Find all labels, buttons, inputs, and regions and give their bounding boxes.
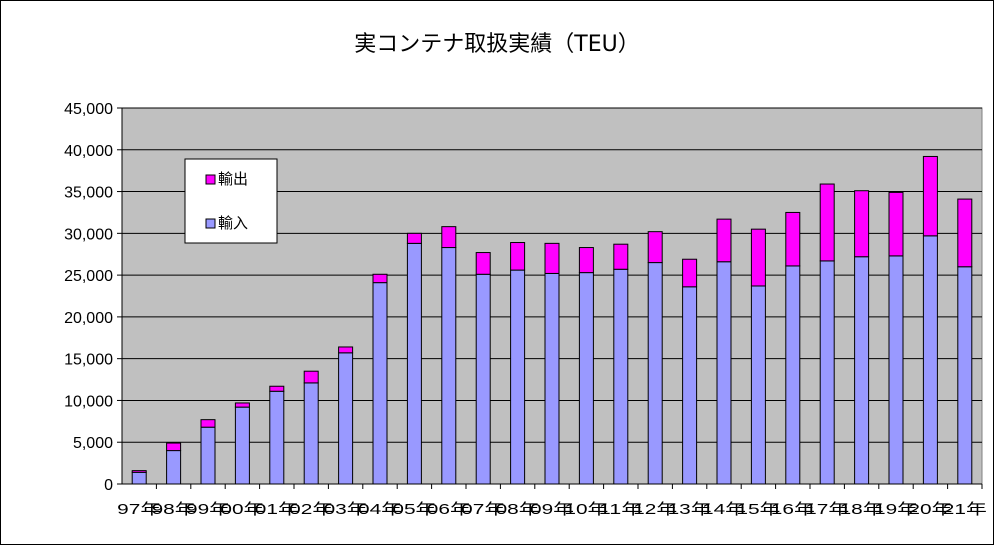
x-tick-label: 06年 xyxy=(427,501,471,518)
bar-import xyxy=(372,282,388,485)
x-axis: 97年98年99年00年01年02年03年04年05年06年07年08年09年1… xyxy=(117,483,987,518)
bar-export xyxy=(372,273,388,284)
y-tick-label: 25,000 xyxy=(64,268,113,285)
legend-label-export: 輸出 xyxy=(218,170,248,188)
bar-import xyxy=(131,471,147,485)
y-tick-label: 20,000 xyxy=(64,310,113,327)
bar-export xyxy=(682,258,698,288)
x-tick-label: 12年 xyxy=(633,501,677,518)
bar-import xyxy=(682,286,698,485)
x-tick-label: 20年 xyxy=(908,501,952,518)
bar-import xyxy=(200,426,216,485)
x-tick-label: 21年 xyxy=(943,501,987,518)
bar-export xyxy=(957,198,973,268)
bar-export xyxy=(200,419,216,428)
bar-import xyxy=(578,272,594,485)
x-tick-label: 05年 xyxy=(392,501,436,518)
legend-label-import: 輸入 xyxy=(218,214,248,232)
bar-export xyxy=(647,231,663,264)
bar-export xyxy=(785,211,801,267)
x-tick-label: 19年 xyxy=(874,501,918,518)
bar-import xyxy=(750,285,766,485)
legend-swatch-import xyxy=(205,218,216,229)
bar-export xyxy=(510,242,526,271)
bar-export xyxy=(475,252,491,275)
x-tick-label: 04年 xyxy=(358,501,402,518)
x-tick-label: 18年 xyxy=(840,501,884,518)
x-tick-label: 01年 xyxy=(255,501,299,518)
x-tick-label: 03年 xyxy=(324,501,368,518)
bar-import xyxy=(166,450,182,485)
bar-import xyxy=(406,242,422,485)
bar-export xyxy=(234,402,250,408)
x-tick-label: 00年 xyxy=(220,501,264,518)
bar-export xyxy=(578,247,594,274)
x-tick-label: 15年 xyxy=(736,501,780,518)
x-tick-label: 08年 xyxy=(496,501,540,518)
bar-export xyxy=(854,190,870,258)
bar-export xyxy=(888,191,904,257)
bar-import xyxy=(888,255,904,485)
bar-export xyxy=(544,242,560,274)
bar-import xyxy=(510,269,526,485)
y-axis: 0 5,000 10,000 15,000 20,000 25,000 30,000 35,0… xyxy=(64,101,123,494)
x-tick-label: 97年 xyxy=(117,501,161,518)
bar-export xyxy=(269,385,285,392)
x-tick-label: 11年 xyxy=(599,501,643,518)
x-tick-label: 07年 xyxy=(461,501,505,518)
x-tick-label: 10年 xyxy=(564,501,608,518)
bar-import xyxy=(819,260,835,485)
bar-import xyxy=(922,235,938,485)
bar-export xyxy=(716,218,732,263)
bar-export xyxy=(922,155,938,237)
y-tick-label: 15,000 xyxy=(64,352,113,369)
bars-group xyxy=(131,155,973,485)
legend-box xyxy=(184,158,278,244)
y-tick-label: 0 xyxy=(104,477,113,494)
x-tick-label: 13年 xyxy=(668,501,712,518)
bar-import xyxy=(785,265,801,485)
bar-export xyxy=(338,346,354,354)
y-tick-label: 10,000 xyxy=(64,393,113,410)
y-tick-label: 40,000 xyxy=(64,143,113,160)
y-tick-label: 30,000 xyxy=(64,226,113,243)
bar-import xyxy=(544,272,560,485)
x-tick-label: 16年 xyxy=(771,501,815,518)
bar-export xyxy=(303,370,319,384)
legend: 輸出 輸入 xyxy=(184,158,278,244)
grid-lines xyxy=(122,107,982,443)
x-tick-label: 17年 xyxy=(805,501,849,518)
y-tick-label: 5,000 xyxy=(73,435,113,452)
y-tick-label: 45,000 xyxy=(64,101,113,118)
bar-import xyxy=(716,261,732,485)
legend-swatch-export xyxy=(205,174,216,185)
y-tick-label: 35,000 xyxy=(64,185,113,202)
bar-import xyxy=(854,256,870,485)
x-tick-label: 14年 xyxy=(702,501,746,518)
x-tick-label: 98年 xyxy=(152,501,196,518)
bar-import xyxy=(613,268,629,485)
x-tick-label: 09年 xyxy=(530,501,574,518)
x-tick-label: 02年 xyxy=(289,501,333,518)
bar-export xyxy=(166,442,182,452)
bar-export xyxy=(406,232,422,244)
bar-import xyxy=(303,382,319,485)
bar-export xyxy=(750,228,766,287)
chart-title: 実コンテナ取扱実績（TEU） xyxy=(354,32,639,57)
x-tick-label: 99年 xyxy=(186,501,230,518)
bar-export xyxy=(441,226,457,249)
bar-import xyxy=(957,266,973,485)
bar-import xyxy=(441,247,457,485)
bar-export xyxy=(131,470,147,473)
bar-import xyxy=(234,406,250,485)
bar-import xyxy=(269,390,285,485)
bar-import xyxy=(338,352,354,485)
bar-import xyxy=(475,273,491,485)
bar-import xyxy=(647,262,663,485)
bar-export xyxy=(613,243,629,270)
bar-export xyxy=(819,183,835,262)
